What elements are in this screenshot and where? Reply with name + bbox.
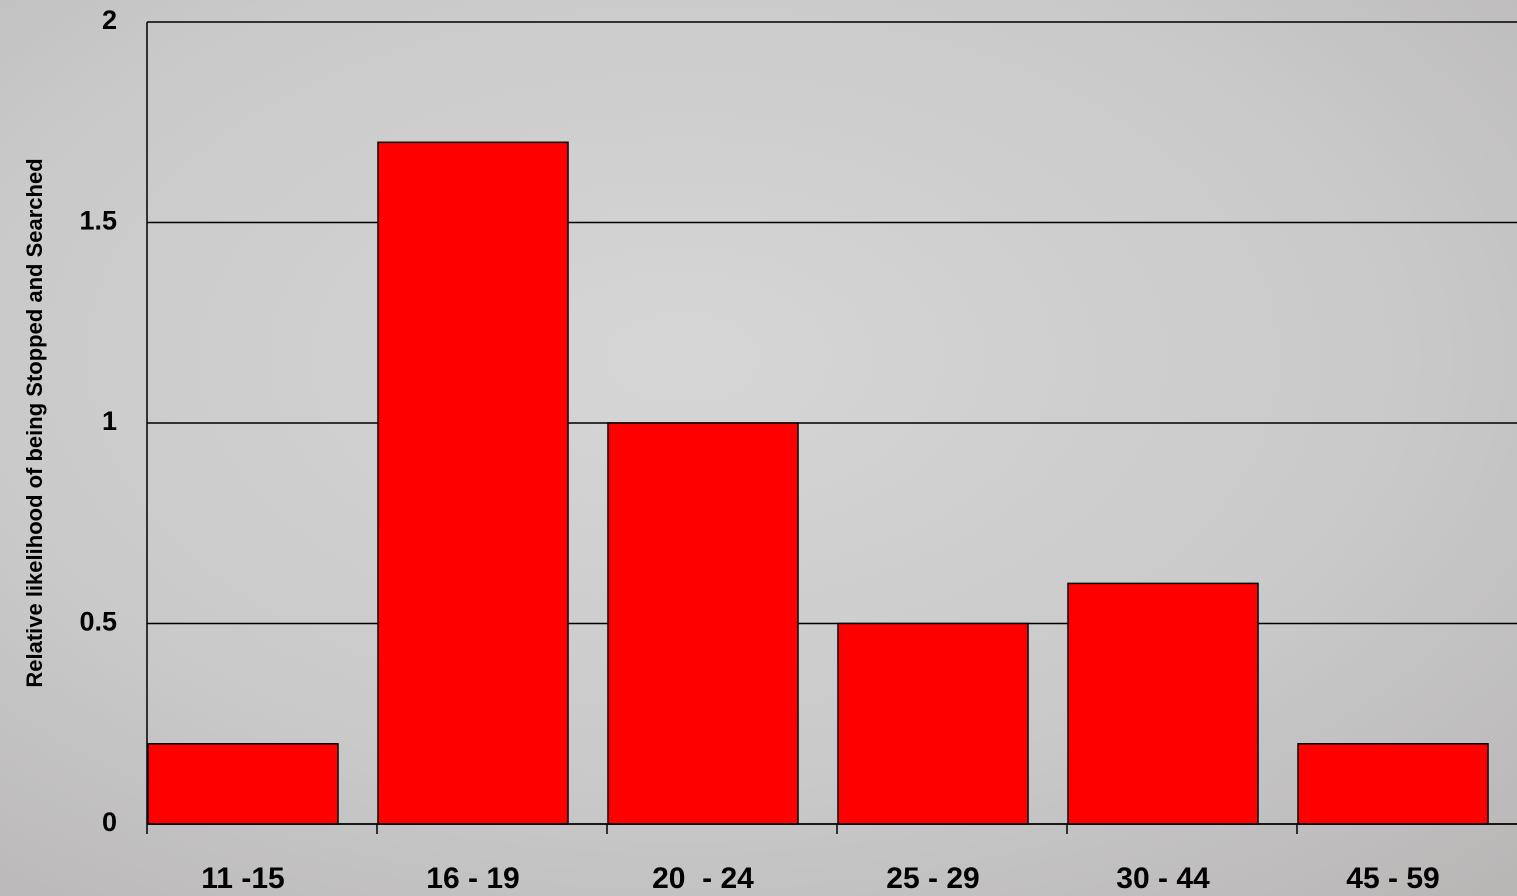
- bar: [377, 141, 569, 825]
- y-axis-label: Relative likelihood of being Stopped and…: [22, 158, 47, 687]
- y-tick-label: 0.5: [79, 607, 117, 637]
- x-tick-label: 25 - 29: [886, 862, 979, 895]
- x-tick-label: 30 - 44: [1116, 862, 1210, 895]
- y-tick-label: 2: [102, 5, 117, 35]
- bar: [147, 743, 339, 825]
- x-tick-label: 20 - 24: [652, 862, 754, 895]
- x-tick-label: 11 -15: [201, 862, 284, 895]
- bar: [607, 422, 799, 825]
- y-tick-label: 0: [102, 807, 117, 837]
- x-tick-label: 16 - 19: [426, 862, 519, 895]
- bar: [1067, 582, 1259, 825]
- x-tick-label: 45 - 59: [1346, 862, 1439, 895]
- bar: [1297, 743, 1489, 825]
- bar: [837, 622, 1029, 825]
- y-tick-label: 1: [102, 406, 117, 436]
- y-tick-label: 1.5: [79, 206, 117, 236]
